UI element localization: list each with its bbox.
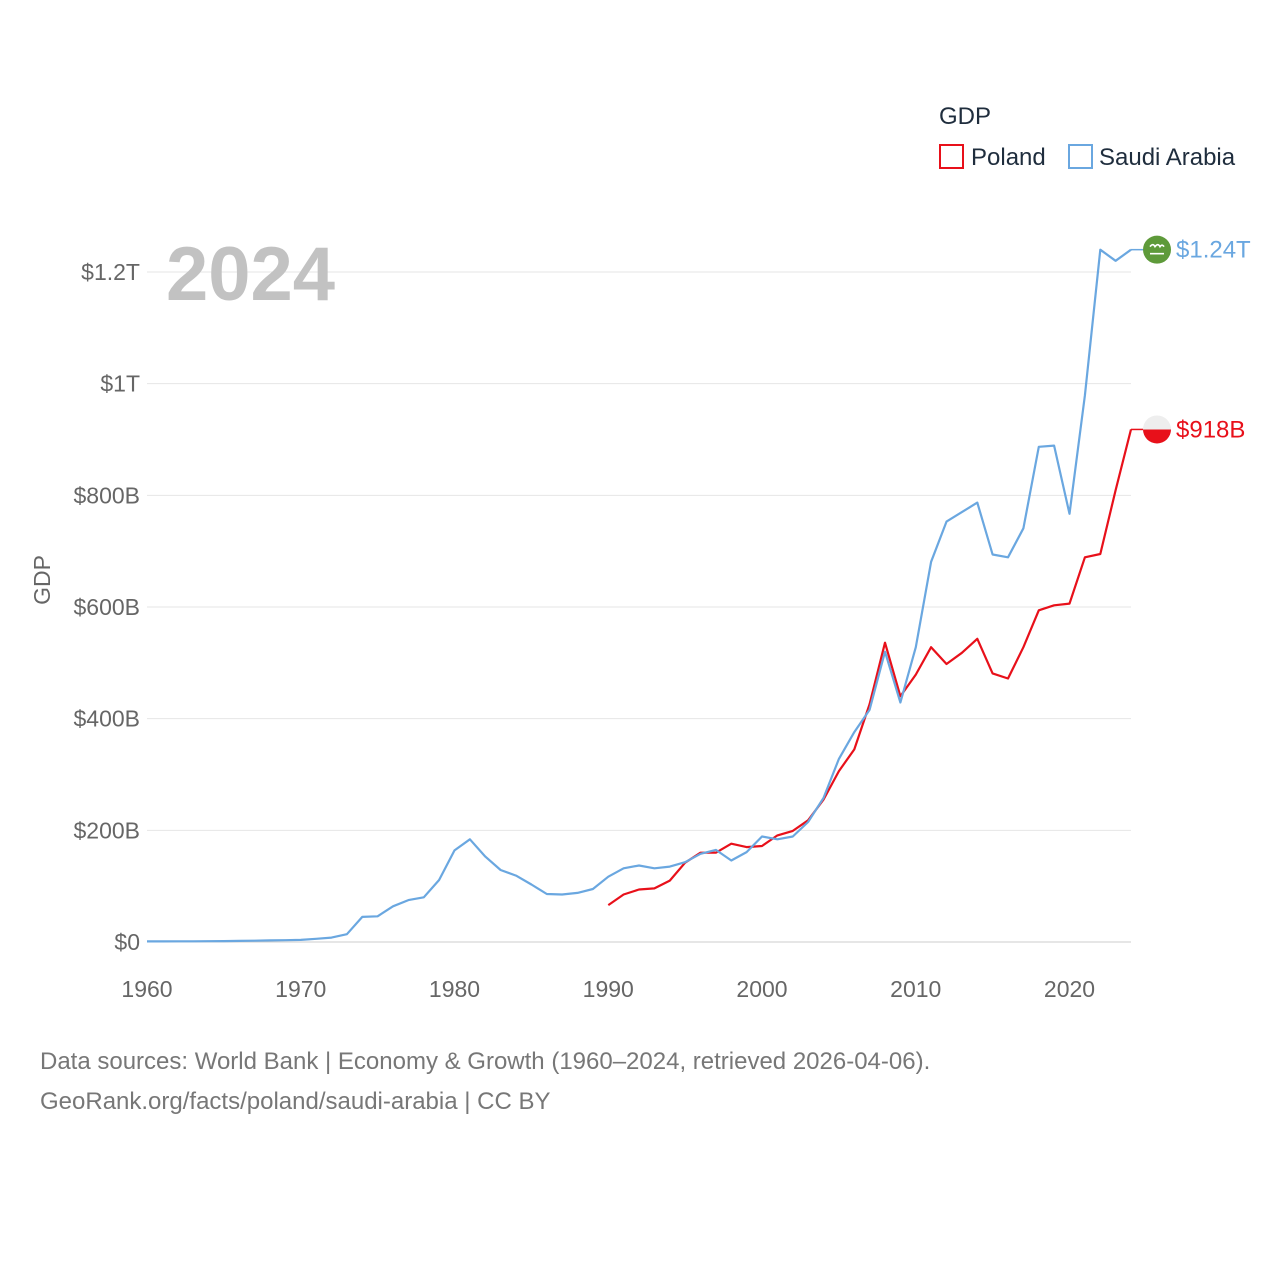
x-tick-label: 1990 xyxy=(583,976,634,1002)
x-axis-ticks: 1960 1970 1980 1990 2000 2010 2020 xyxy=(121,976,1095,1002)
data-source-note: Data sources: World Bank | Economy & Gro… xyxy=(40,1042,1240,1122)
legend-label-saudi-arabia: Saudi Arabia xyxy=(1099,144,1236,171)
source-line-2: GeoRank.org/facts/poland/saudi-arabia | … xyxy=(40,1088,551,1115)
legend: GDP Poland Saudi Arabia xyxy=(939,103,1236,171)
legend-swatch-poland xyxy=(939,144,964,169)
y-tick-label: $200B xyxy=(73,817,140,843)
year-watermark: 2024 xyxy=(166,232,335,317)
y-tick-label: $600B xyxy=(73,594,140,620)
poland-flag-icon xyxy=(1143,415,1171,444)
x-tick-label: 1970 xyxy=(275,976,326,1002)
y-tick-label: $400B xyxy=(73,706,140,732)
y-tick-label: $1.2T xyxy=(81,259,140,285)
y-axis-ticks: $0 $200B $400B $600B $800B $1T $1.2T xyxy=(73,259,140,955)
saudi-arabia-flag-icon xyxy=(1143,235,1171,264)
series-line-poland[interactable] xyxy=(607,429,1133,907)
series-lines xyxy=(147,248,1133,943)
legend-swatch-saudi-arabia xyxy=(1068,144,1093,169)
y-tick-label: $1T xyxy=(100,371,140,397)
x-tick-label: 2020 xyxy=(1044,976,1095,1002)
series-line-saudi-arabia[interactable] xyxy=(147,248,1132,943)
y-tick-label: $0 xyxy=(114,929,140,955)
legend-title: GDP xyxy=(939,103,991,130)
legend-label-poland: Poland xyxy=(971,144,1046,171)
end-value-label-poland: $918B xyxy=(1176,416,1245,443)
grid-lines xyxy=(147,271,1131,943)
legend-item-poland[interactable]: Poland xyxy=(939,144,1046,171)
x-tick-label: 1960 xyxy=(121,976,172,1002)
x-tick-label: 2000 xyxy=(736,976,787,1002)
source-line-1: Data sources: World Bank | Economy & Gro… xyxy=(40,1048,931,1075)
legend-item-saudi-arabia[interactable]: Saudi Arabia xyxy=(1068,144,1236,171)
x-tick-label: 2010 xyxy=(890,976,941,1002)
x-tick-label: 1980 xyxy=(429,976,480,1002)
y-tick-label: $800B xyxy=(73,482,140,508)
y-axis-title: GDP xyxy=(29,555,55,605)
end-value-label-saudi-arabia: $1.24T xyxy=(1176,237,1251,264)
end-markers: $918B $1.24T xyxy=(1131,235,1251,444)
